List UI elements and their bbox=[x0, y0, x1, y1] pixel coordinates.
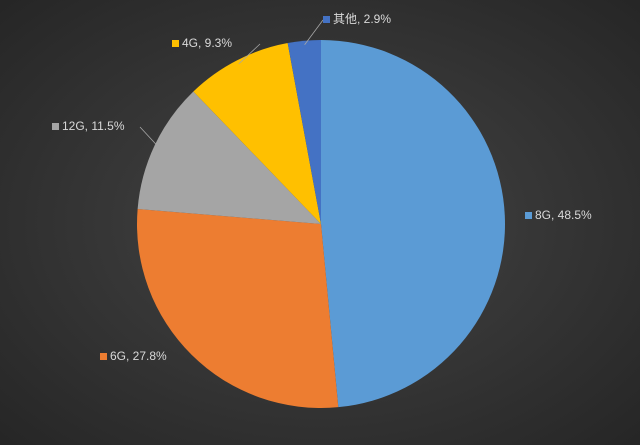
pie-slice bbox=[193, 43, 321, 224]
pie-slice bbox=[137, 91, 321, 225]
data-label: 4G, 9.3% bbox=[182, 36, 232, 50]
leader-line bbox=[139, 126, 159, 148]
pie-slice bbox=[321, 40, 506, 408]
data-label: 6G, 27.8% bbox=[110, 349, 167, 363]
label-marker bbox=[52, 123, 59, 130]
label-marker bbox=[172, 40, 179, 47]
data-label: 12G, 11.5% bbox=[62, 119, 125, 133]
pie-slice bbox=[287, 40, 321, 224]
leader-line bbox=[304, 19, 324, 45]
data-label: 其他, 2.9% bbox=[333, 12, 391, 26]
label-marker bbox=[323, 16, 330, 23]
label-marker bbox=[525, 212, 532, 219]
leader-line bbox=[238, 43, 261, 65]
pie-slice bbox=[137, 208, 339, 408]
label-marker bbox=[100, 353, 107, 360]
data-label: 8G, 48.5% bbox=[535, 208, 592, 222]
